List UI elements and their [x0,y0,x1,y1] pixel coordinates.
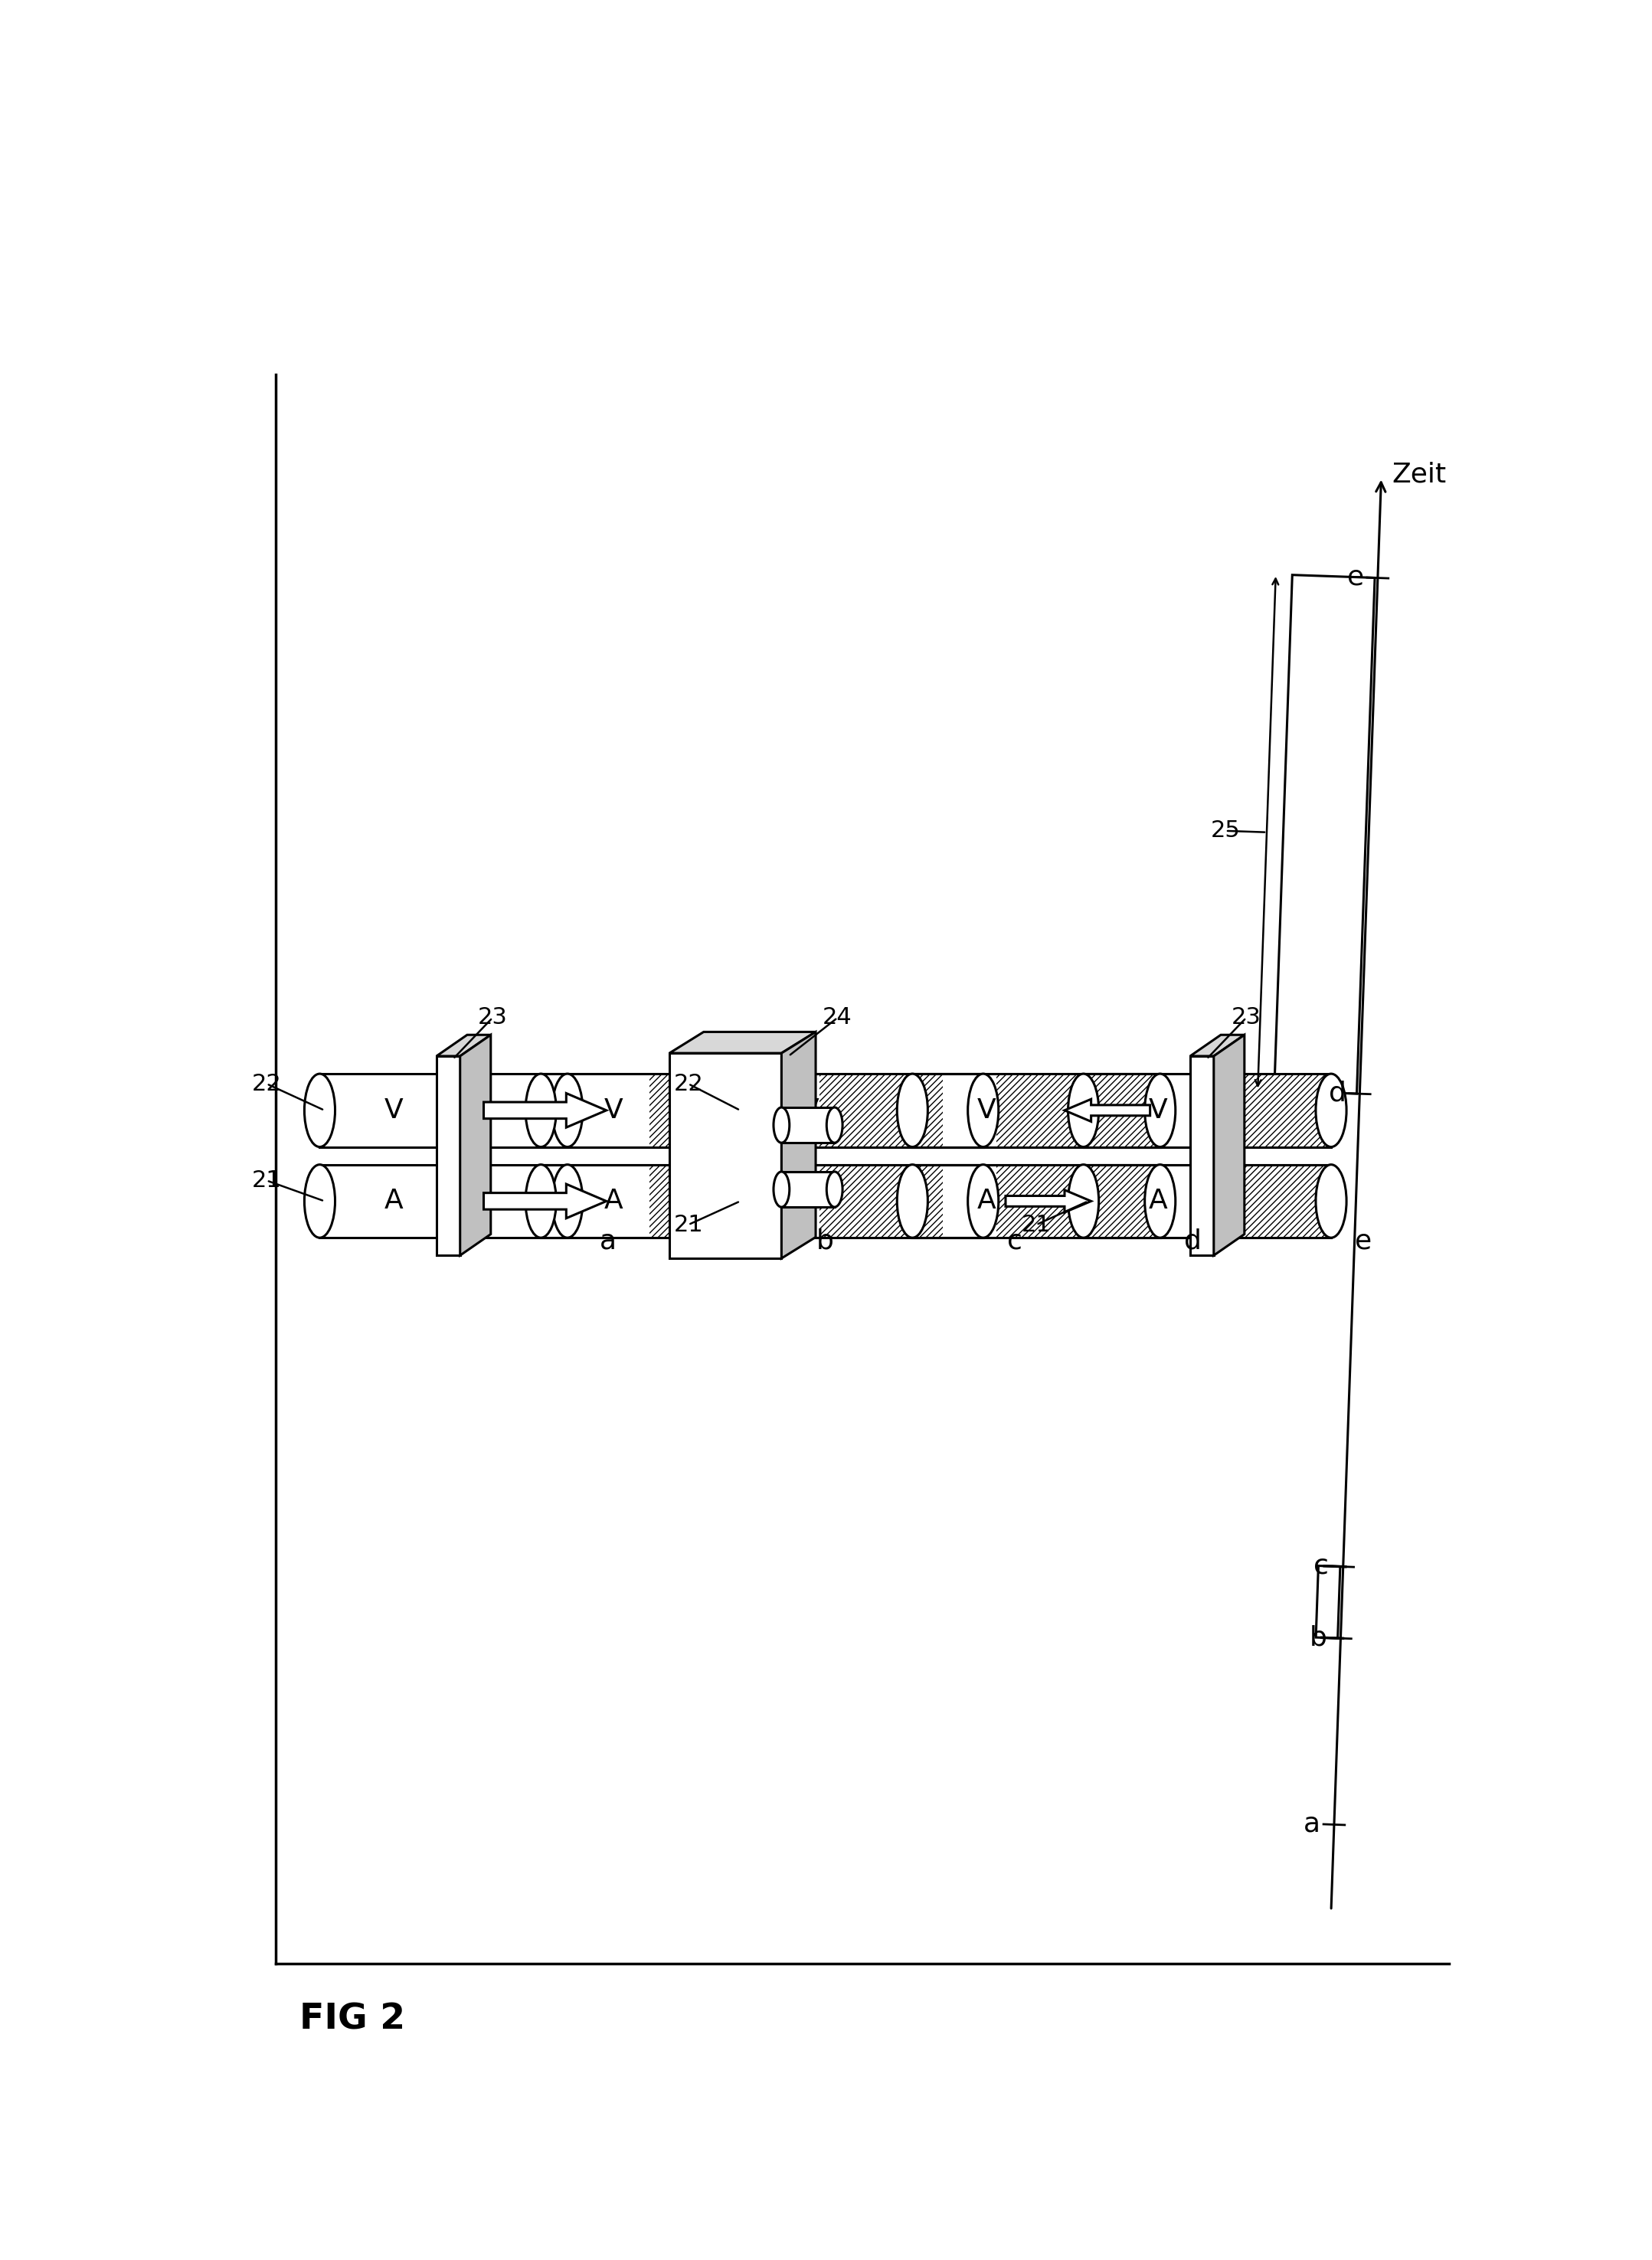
Text: 24: 24 [823,1006,852,1028]
Bar [320,1074,567,1146]
Ellipse shape [968,1164,998,1238]
Polygon shape [484,1184,606,1218]
Ellipse shape [720,1074,752,1146]
Text: e: e [1355,1227,1371,1254]
Text: 21: 21 [674,1214,704,1236]
Ellipse shape [552,1074,583,1146]
Bar [735,1074,983,1146]
Bar [1189,1055,1214,1254]
Text: V: V [605,1098,623,1123]
Bar [819,1164,943,1238]
Bar [320,1164,567,1238]
Bar [540,1164,783,1238]
Ellipse shape [1315,1164,1346,1238]
Text: b: b [816,1227,834,1254]
Ellipse shape [897,1074,928,1146]
Ellipse shape [525,1074,557,1146]
Bar [1084,1074,1332,1146]
Polygon shape [1214,1035,1244,1254]
Bar [540,1164,783,1238]
Bar [1084,1164,1332,1238]
Ellipse shape [1145,1074,1176,1146]
Bar [912,1164,1160,1238]
Text: a: a [1303,1810,1320,1837]
Text: c: c [1006,1227,1023,1254]
Ellipse shape [552,1164,583,1238]
Bar [781,1107,834,1144]
Bar [912,1074,1160,1146]
Ellipse shape [826,1107,843,1144]
Bar [735,1074,983,1146]
Bar [649,1074,669,1146]
Bar [735,1164,983,1238]
Bar [912,1164,1160,1238]
Ellipse shape [1069,1164,1099,1238]
Text: d: d [1328,1080,1346,1105]
Text: V: V [385,1098,403,1123]
Text: 23: 23 [1231,1006,1260,1028]
Text: d: d [1184,1227,1201,1254]
Text: V: V [978,1098,996,1123]
Bar [1084,1164,1332,1238]
Text: Zeit: Zeit [1393,461,1446,488]
Ellipse shape [768,1074,800,1146]
Text: A: A [1148,1189,1168,1214]
Ellipse shape [304,1074,335,1146]
Bar [1214,1074,1332,1146]
Bar [735,1164,983,1238]
Text: A: A [385,1189,403,1214]
Polygon shape [484,1094,606,1128]
Bar [1084,1074,1332,1146]
Polygon shape [1006,1191,1090,1211]
Ellipse shape [968,1074,998,1146]
Ellipse shape [525,1164,557,1238]
Text: A: A [978,1189,996,1214]
Bar [649,1164,669,1238]
Ellipse shape [720,1164,752,1238]
Bar [540,1074,783,1146]
Text: V: V [800,1098,819,1123]
Polygon shape [461,1035,491,1254]
Ellipse shape [773,1107,790,1144]
Bar [996,1074,1160,1146]
Polygon shape [1064,1098,1150,1121]
Bar [996,1164,1160,1238]
Polygon shape [1189,1035,1244,1055]
Polygon shape [1317,1566,1340,1638]
Polygon shape [436,1035,491,1055]
Ellipse shape [1145,1164,1176,1238]
Bar [669,1053,781,1259]
Text: 25: 25 [1211,820,1241,843]
Bar [819,1074,943,1146]
Bar [912,1074,1160,1146]
Polygon shape [781,1033,816,1259]
Ellipse shape [1069,1074,1099,1146]
Polygon shape [669,1033,816,1053]
Text: 21: 21 [251,1168,281,1191]
Text: c: c [1313,1553,1328,1580]
Text: 21: 21 [1021,1214,1051,1236]
Bar [540,1074,783,1146]
Ellipse shape [773,1171,790,1207]
Bar [1214,1164,1332,1238]
Polygon shape [1274,574,1374,1094]
Ellipse shape [1315,1074,1346,1146]
Text: 23: 23 [477,1006,507,1028]
Text: A: A [800,1189,819,1214]
Ellipse shape [768,1164,800,1238]
Ellipse shape [897,1164,928,1238]
Text: e: e [1346,565,1365,590]
Text: 22: 22 [674,1074,704,1094]
Text: FIG 2: FIG 2 [299,2002,405,2036]
Bar [436,1055,461,1254]
Bar [781,1171,834,1207]
Text: a: a [600,1227,616,1254]
Ellipse shape [304,1164,335,1238]
Text: V: V [1148,1098,1168,1123]
Ellipse shape [826,1171,843,1207]
Text: b: b [1310,1625,1327,1650]
Text: 22: 22 [251,1074,281,1094]
Text: A: A [605,1189,623,1214]
